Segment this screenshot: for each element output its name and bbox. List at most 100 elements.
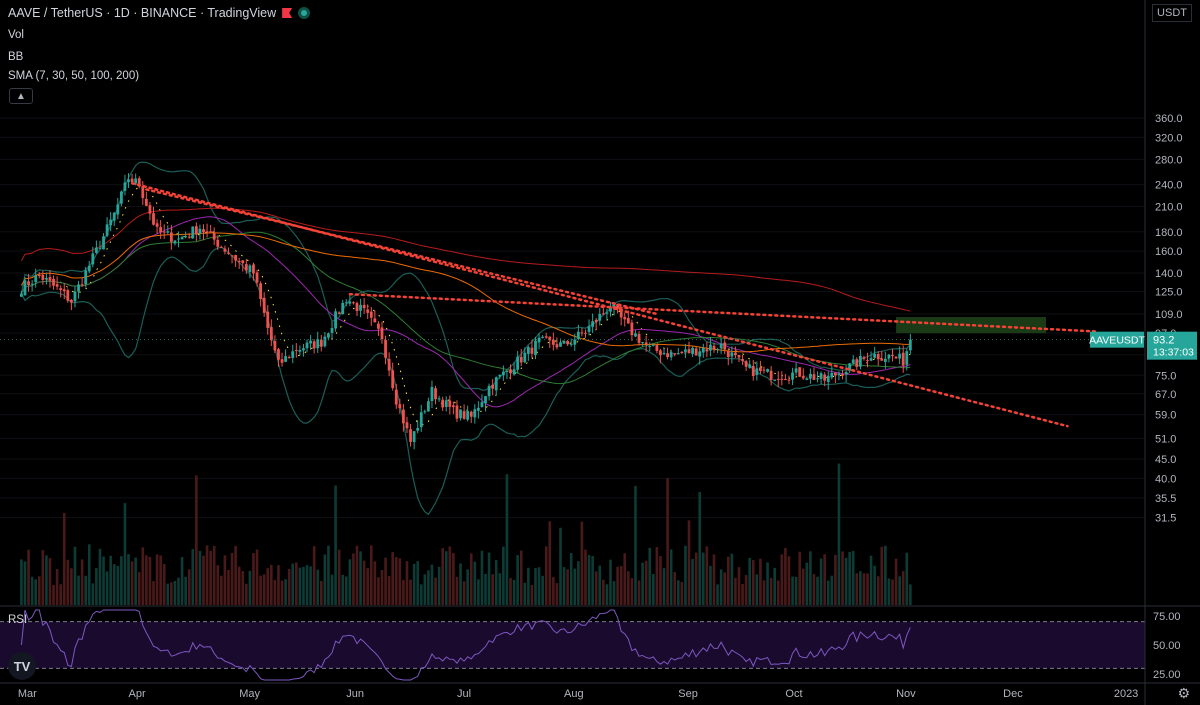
- volume-bar: [248, 570, 252, 605]
- candle-body: [45, 277, 48, 280]
- bb-lower-line: [20, 246, 911, 516]
- candle-body: [166, 231, 170, 233]
- candle-body: [427, 401, 430, 412]
- volume-bar: [273, 580, 277, 605]
- rsi-label[interactable]: RSI: [8, 614, 28, 626]
- price-tick-label: 51.0: [1155, 434, 1176, 446]
- volume-bar: [776, 580, 780, 605]
- countdown-label: 13:37:03: [1153, 347, 1194, 359]
- symbol-legend[interactable]: AAVE / TetherUS · 1D · BINANCE · Trading…: [8, 6, 311, 20]
- bb-indicator-label[interactable]: BB: [8, 51, 24, 63]
- candle-body: [334, 311, 337, 329]
- volume-bar: [170, 582, 173, 605]
- volume-bar: [623, 553, 627, 605]
- chevron-up-icon[interactable]: ▲: [9, 88, 33, 104]
- candle-body: [266, 311, 270, 328]
- candle-body: [841, 373, 844, 376]
- volume-bar: [548, 521, 552, 605]
- volume-bar: [184, 576, 187, 605]
- candle-body: [187, 236, 191, 238]
- rsi-tick-label: 75.00: [1153, 611, 1181, 623]
- candle-body: [377, 323, 380, 329]
- volume-bar: [519, 550, 523, 605]
- volume-bar: [669, 549, 673, 605]
- candle-body: [573, 339, 577, 345]
- candle-body: [519, 356, 523, 363]
- volume-bar: [109, 555, 112, 605]
- volume-bar: [23, 561, 27, 605]
- volume-bar: [423, 574, 427, 605]
- volume-bar: [816, 576, 819, 605]
- flag-icon[interactable]: [282, 8, 293, 18]
- volume-bar: [48, 558, 52, 605]
- candle-body: [130, 178, 134, 183]
- candle-body: [448, 400, 452, 407]
- candle-body: [137, 178, 141, 187]
- volume-bar: [309, 566, 312, 605]
- candle-body: [98, 248, 102, 250]
- volume-bar: [598, 565, 602, 605]
- candle-body: [662, 352, 666, 354]
- candle-body: [816, 378, 819, 380]
- candle-body: [891, 354, 894, 357]
- candle-body: [491, 384, 495, 389]
- volume-bar: [91, 583, 95, 605]
- symbol-tag-bg: [1090, 331, 1144, 348]
- candle-body: [648, 346, 652, 348]
- volume-bar: [605, 584, 609, 605]
- volume-bar: [616, 566, 619, 605]
- volume-bar: [644, 560, 648, 605]
- price-tag-value: 93.2: [1153, 335, 1174, 347]
- volume-bar: [341, 574, 345, 605]
- bb-upper-line: [20, 161, 911, 391]
- time-axis[interactable]: Mar Apr May Jun Jul Aug Sep Oct Nov Dec 2023: [0, 682, 1200, 700]
- candle-body: [548, 336, 552, 341]
- vol-indicator-label[interactable]: Vol: [8, 29, 24, 41]
- volume-bar: [577, 561, 580, 605]
- volume-bar: [120, 556, 123, 605]
- price-axis[interactable]: 360.0 320.0 280.0 240.0 210.0 180.0 160.0 140.0…: [1144, 0, 1183, 705]
- candle-body: [484, 396, 487, 404]
- candle-body: [105, 224, 109, 236]
- volume-bar: [252, 553, 255, 605]
- volume-bar: [648, 547, 652, 605]
- volume-bar: [630, 578, 634, 605]
- currency-selector[interactable]: USDT: [1152, 4, 1192, 22]
- volume-bar: [541, 575, 544, 605]
- sma-200-line: [20, 207, 911, 312]
- candle-body: [876, 354, 880, 360]
- candle-body: [198, 228, 202, 234]
- candle-body: [819, 373, 823, 379]
- candle-body: [762, 369, 766, 371]
- volume-bar: [366, 568, 370, 605]
- volume-bar: [662, 568, 666, 605]
- candle-body: [883, 358, 887, 362]
- volume-bar: [241, 571, 245, 605]
- volume-bar: [95, 568, 98, 605]
- volume-bar: [398, 558, 402, 605]
- volume-bar: [177, 577, 180, 605]
- candle-body: [591, 321, 595, 327]
- symbol-tag-label: AAVEUSDT: [1089, 335, 1145, 347]
- symbol-title[interactable]: AAVE / TetherUS · 1D · BINANCE · Trading…: [8, 6, 277, 20]
- tradingview-logo[interactable]: TV: [8, 652, 36, 680]
- candle-body: [858, 355, 862, 367]
- volume-bar: [255, 549, 259, 605]
- volume-bar: [266, 568, 270, 605]
- gear-icon[interactable]: ⚙: [1177, 685, 1190, 701]
- candle-body: [659, 350, 662, 356]
- candle-body: [751, 366, 755, 377]
- candle-body: [898, 353, 902, 359]
- sma-indicator-label[interactable]: SMA (7, 30, 50, 100, 200): [8, 70, 140, 82]
- volume-bar: [52, 584, 55, 605]
- volume-bar: [812, 574, 816, 605]
- volume-bar: [116, 565, 120, 605]
- volume-bar: [280, 580, 284, 605]
- candle-body: [123, 182, 127, 191]
- volume-bar: [320, 580, 323, 605]
- volume-bar: [334, 485, 337, 605]
- volume-bar: [694, 552, 698, 605]
- volume-bar: [826, 580, 830, 605]
- volume-bar: [666, 477, 669, 605]
